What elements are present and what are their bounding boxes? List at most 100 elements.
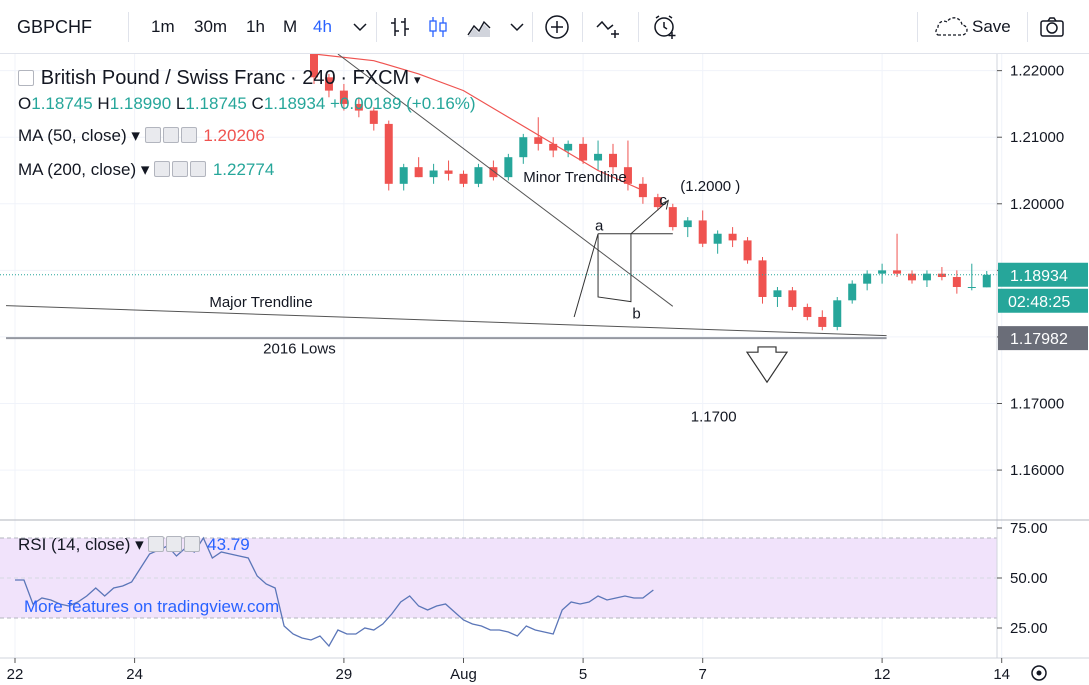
close-icon[interactable] (190, 161, 207, 177)
wave-path (573, 200, 669, 318)
ma50-label[interactable]: MA (50, close) (18, 126, 127, 145)
candle-body (549, 143, 558, 151)
countdown-badge: 02:48:25 (1008, 294, 1070, 311)
compare-icon[interactable] (594, 13, 622, 41)
candle-body (922, 273, 931, 281)
camera-icon[interactable] (1038, 13, 1066, 41)
legend-interval: 240 (302, 67, 336, 89)
annotation-label: b (632, 305, 640, 322)
annotation-label: a (595, 217, 604, 234)
collapse-icon[interactable] (18, 70, 34, 86)
symbol-search[interactable]: GBPCHF (17, 17, 93, 37)
candle-body (489, 167, 498, 178)
ma50-value: 1.20206 (203, 126, 265, 145)
gear-icon[interactable] (162, 127, 179, 143)
x-tick-label: Aug (450, 666, 477, 683)
annotation-label: Major Trendline (209, 294, 312, 311)
candle-body (908, 273, 916, 281)
rsi-line (15, 536, 654, 648)
annotation-label: (1.2000 ) (680, 178, 740, 195)
ma200-label[interactable]: MA (200, close) (18, 160, 137, 179)
eye-icon[interactable] (154, 161, 171, 177)
cloud-save-icon[interactable] (932, 13, 968, 41)
annotation-label: 1.1700 (691, 408, 737, 425)
close-icon[interactable] (184, 536, 201, 552)
toolbar-divider (1027, 12, 1028, 42)
rsi-tick-label: 50.00 (1010, 570, 1048, 587)
candle-body (698, 220, 707, 244)
ohlc-low-label: L (175, 94, 186, 113)
top-toolbar: GBPCHF 1m 30m 1h M 4h Save (0, 0, 1089, 54)
candle-body (429, 170, 438, 178)
level-badge-bg (998, 326, 1088, 351)
candle-body (683, 220, 692, 228)
candle-body (414, 167, 423, 178)
x-tick-label: 14 (993, 666, 1010, 683)
gear-icon[interactable] (166, 536, 183, 552)
x-tick-label: 12 (874, 666, 891, 683)
candle-body (967, 287, 976, 288)
candle-body (474, 167, 483, 184)
candle-body (952, 277, 961, 287)
down-arrow-icon (745, 346, 789, 384)
watermark-link[interactable]: More features on tradingview.com (24, 597, 280, 616)
candle-body (579, 143, 588, 161)
rsi-tick-label: 25.00 (1010, 620, 1048, 637)
x-tick-label: 7 (699, 666, 707, 683)
candle-body (504, 157, 513, 178)
legend-ohlc-row: O1.18745 H1.18990 L1.18745 C1.18934 +0.0… (18, 94, 476, 114)
chevron-down-icon[interactable] (503, 13, 531, 41)
legend-title: British Pound / Swiss Franc (40, 67, 286, 89)
candle-body (893, 270, 902, 274)
legend-ma200-row: MA (200, close) ▾ 1.22774 (18, 160, 275, 179)
annotation-label: c (659, 192, 667, 209)
annotation-label: Minor Trendline (523, 169, 626, 186)
candle-body (773, 290, 782, 297)
timeframe-1m[interactable]: 1m (151, 17, 175, 36)
alert-icon[interactable] (651, 13, 679, 41)
chevron-down-icon[interactable] (346, 13, 374, 41)
ohlc-change: +0.00189 (+0.16%) (330, 94, 476, 113)
candle-body (937, 273, 946, 278)
price-plot: Minor Trendline Major Trendline 2016 Lows a… (0, 54, 997, 425)
eye-icon[interactable] (144, 127, 161, 143)
legend-rsi-row: RSI (14, close) ▾ 43.79 (18, 535, 250, 554)
indicators-icon[interactable] (543, 13, 571, 41)
rsi-label[interactable]: RSI (14, close) (18, 535, 131, 554)
toolbar-divider (638, 12, 639, 42)
eye-icon[interactable] (148, 536, 165, 552)
candle-body (848, 283, 857, 301)
chart-area[interactable]: Minor Trendline Major Trendline 2016 Lows a… (0, 54, 1089, 685)
timeframe-4h[interactable]: 4h (313, 17, 332, 36)
candle-body (982, 274, 991, 288)
candle-body (668, 207, 677, 228)
candle-body (713, 233, 722, 244)
timeframe-1h[interactable]: 1h (246, 17, 265, 36)
y-tick-label: 1.20000 (1010, 196, 1064, 213)
candle-body (339, 90, 348, 104)
gear-icon[interactable] (172, 161, 189, 177)
candle-body (369, 110, 378, 124)
save-button[interactable]: Save (972, 17, 1011, 36)
y-tick-label: 1.17000 (1010, 396, 1064, 413)
rsi-plot (0, 536, 997, 648)
rsi-tick-label: 75.00 (1010, 520, 1048, 537)
area-style-icon[interactable] (465, 13, 493, 41)
level-badge: 1.17982 (1010, 331, 1068, 348)
timeframe-30m[interactable]: 30m (194, 17, 228, 36)
candle-body (878, 270, 887, 274)
candle-body (818, 316, 827, 327)
ohlc-open: 1.18745 (31, 94, 93, 113)
settings-gear-hub (1036, 670, 1042, 676)
ma200-value: 1.22774 (212, 160, 275, 179)
timeframe-M[interactable]: M (283, 17, 298, 36)
toolbar-divider (532, 12, 533, 42)
toolbar-divider (376, 12, 377, 42)
bar-style-icon[interactable] (386, 13, 414, 41)
candle-body (758, 260, 767, 297)
candle-style-icon[interactable] (424, 13, 452, 41)
candle-body (310, 54, 318, 78)
candle-body (743, 240, 752, 261)
close-icon[interactable] (180, 127, 197, 143)
settings-icon[interactable] (1031, 665, 1047, 681)
